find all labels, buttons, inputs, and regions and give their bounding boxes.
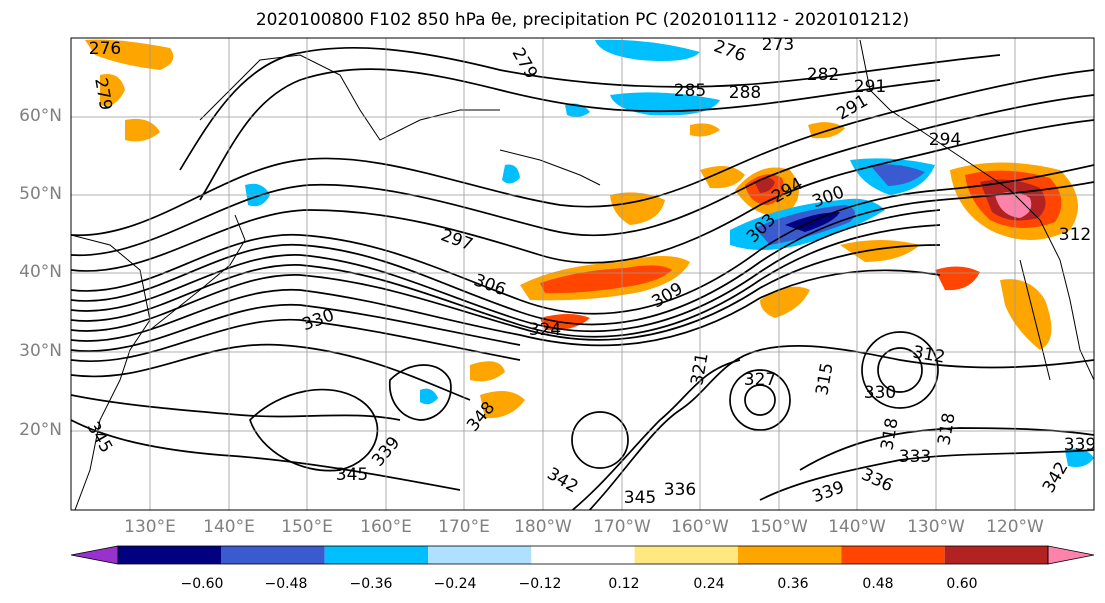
colorbar-segment <box>428 546 532 564</box>
coastlines <box>71 39 1094 510</box>
colorbar-tick-label: −0.36 <box>349 576 393 592</box>
colorbar-segment <box>324 546 428 564</box>
colorbar-segment <box>221 546 325 564</box>
contour-value-label: 330 <box>864 383 896 403</box>
colorbar-extend-min <box>70 545 119 565</box>
lon-label: 140°E <box>203 517 255 537</box>
lon-label: 120°W <box>986 517 1044 537</box>
contour-value-label: 291 <box>854 77 886 97</box>
contour-value-label: 288 <box>729 83 761 103</box>
colorbar-tick-label: −0.12 <box>518 576 562 592</box>
colorbar-tick-label: 0.36 <box>777 576 809 592</box>
figure-title: 2020100800 F102 850 hPa θe, precipitatio… <box>255 10 910 30</box>
contour-value-label: 333 <box>899 447 931 467</box>
precipitation-shading <box>85 39 1094 467</box>
colorbar-tick-label: 0.48 <box>862 576 894 592</box>
contour-value-label: 336 <box>664 480 696 500</box>
contour-value-label: 327 <box>744 370 776 390</box>
colorbar-tick-label: 0.24 <box>693 576 725 592</box>
lon-label: 180°W <box>514 517 572 537</box>
lon-label: 160°E <box>360 517 412 537</box>
contour-value-label: 345 <box>336 465 368 485</box>
lon-label: 130°W <box>907 517 965 537</box>
lon-label: 160°W <box>671 517 729 537</box>
colorbar-segment <box>531 546 635 564</box>
colorbar-tick-label: −0.60 <box>180 576 224 592</box>
contour-value-label: 285 <box>674 81 706 101</box>
contour-value-label: 312 <box>1059 225 1091 245</box>
lat-label: 40°N <box>19 262 62 282</box>
colorbar-segment <box>841 546 945 564</box>
map-frame <box>70 37 1095 511</box>
contour-value-label: 276 <box>89 39 121 59</box>
contour-value-label: 282 <box>807 65 839 85</box>
colorbar-segment <box>738 546 842 564</box>
colorbar-segment <box>944 546 1048 564</box>
colorbar-tick-label: 0.12 <box>608 576 640 592</box>
lon-label: 140°W <box>828 517 886 537</box>
colorbar-tick-label: −0.24 <box>433 576 477 592</box>
lon-label: 150°W <box>750 517 808 537</box>
contour-value-label: 273 <box>762 35 794 55</box>
colorbar-tick-label: −0.48 <box>264 576 308 592</box>
colorbar-outline <box>117 545 1049 565</box>
colorbar-tick-label: 0.60 <box>946 576 978 592</box>
lon-label: 170°E <box>438 517 490 537</box>
contour-value-label: 324 <box>529 320 561 340</box>
contour-value-label: 294 <box>929 130 961 150</box>
contour-value-label: 339 <box>1064 435 1096 455</box>
contour-value-label: 345 <box>624 488 656 508</box>
lon-label: 170°W <box>593 517 651 537</box>
colorbar-segment <box>634 546 738 564</box>
colorbar-extend-max <box>1047 545 1095 565</box>
lat-lon-grid <box>71 38 1094 510</box>
lat-label: 20°N <box>19 420 62 440</box>
colorbar-segment <box>118 546 222 564</box>
lon-label: 150°E <box>281 517 333 537</box>
lat-label: 30°N <box>19 341 62 361</box>
lat-label: 60°N <box>19 106 62 126</box>
colorbar <box>70 545 1095 565</box>
lat-label: 50°N <box>19 184 62 204</box>
lon-label: 130°E <box>124 517 176 537</box>
